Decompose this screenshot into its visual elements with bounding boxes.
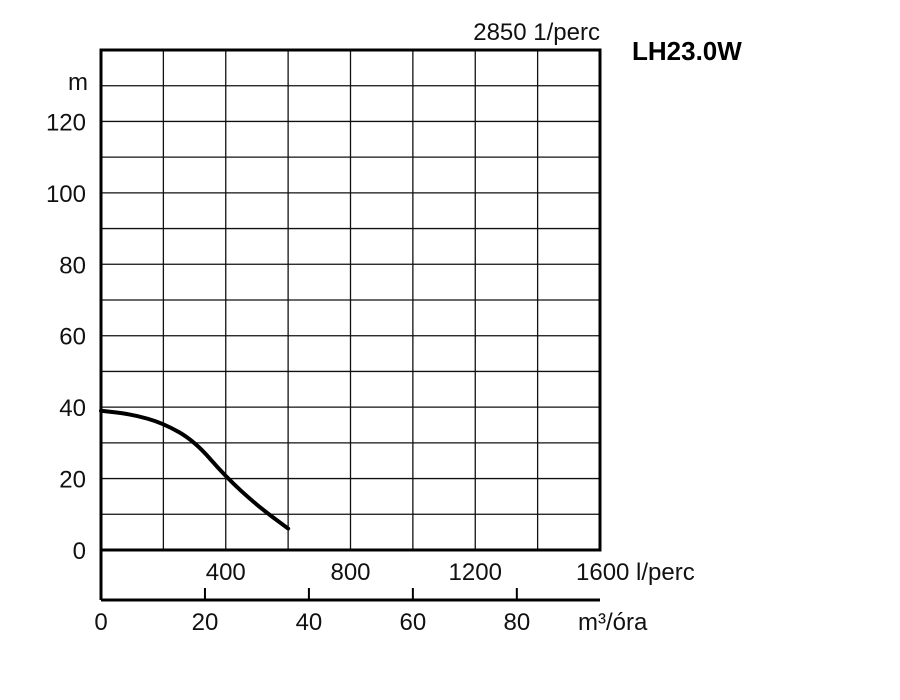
y-tick-label: 20 bbox=[59, 467, 86, 494]
tick-labels: 0 20 40 60 80 100 120 400 800 1200 1600 l/perc 0 20 4… bbox=[46, 109, 695, 636]
y-tick-label: 60 bbox=[59, 324, 86, 351]
y-tick-label: 40 bbox=[59, 395, 86, 422]
y-tick-label: 120 bbox=[46, 109, 86, 136]
x2-tick-label: 20 bbox=[192, 609, 219, 636]
x2-tick-label: 0 bbox=[94, 609, 107, 636]
y-tick-label: 0 bbox=[73, 538, 86, 565]
speed-label: 2850 1/perc bbox=[473, 19, 600, 46]
x-tick-label: 800 bbox=[330, 559, 370, 586]
x2-axis-unit: m³/óra bbox=[578, 609, 648, 636]
grid-lines bbox=[101, 50, 600, 550]
chart-frame bbox=[99, 48, 602, 602]
x-tick-label: 1600 l/perc bbox=[576, 559, 695, 586]
model-title: LH23.0W bbox=[632, 36, 742, 66]
pump-curve-line bbox=[99, 408, 291, 531]
x-tick-label: 400 bbox=[206, 559, 246, 586]
x-tick-label: 1200 bbox=[449, 559, 502, 586]
y-tick-label: 80 bbox=[59, 252, 86, 279]
plot-border bbox=[99, 48, 602, 552]
x2-tick-label: 40 bbox=[296, 609, 323, 636]
x2-tick-label: 60 bbox=[400, 609, 427, 636]
series-layer bbox=[99, 408, 291, 531]
y-tick-label: 100 bbox=[46, 181, 86, 208]
x2-tick-label: 80 bbox=[503, 609, 530, 636]
y-axis-unit: m bbox=[68, 69, 88, 96]
